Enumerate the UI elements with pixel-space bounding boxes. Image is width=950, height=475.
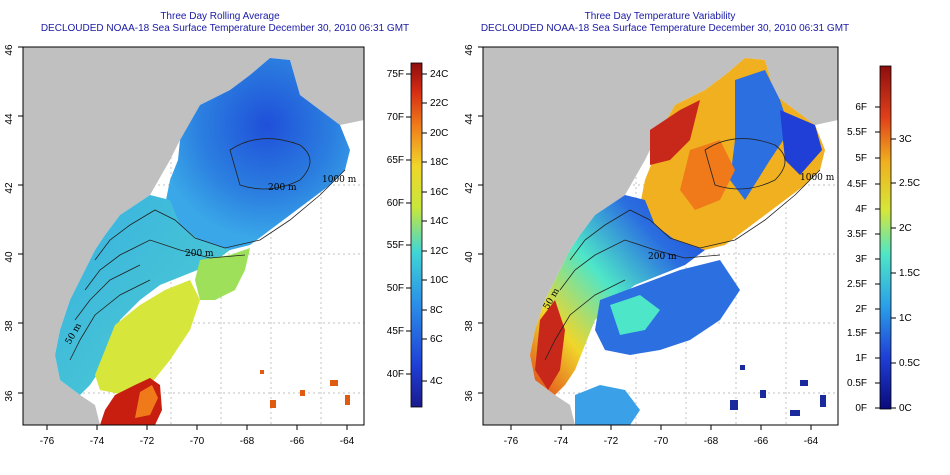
- right-colorbar-c-label: 0C: [899, 403, 912, 414]
- right-y-tick-label: 40: [464, 251, 475, 263]
- right-colorbar-f-label: 3F: [855, 254, 867, 265]
- left-y-axis: 46 44 42 40 38 36: [4, 44, 23, 402]
- left-colorbar-f-label: 60F: [387, 198, 404, 209]
- left-colorbar-f-label: 70F: [387, 112, 404, 123]
- right-colorbar: 6F 5.5F 5F 4.5F 4F 3.5F 3F 2.5F 2F 1.5F …: [847, 65, 920, 414]
- left-colorbar-f-label: 65F: [387, 155, 404, 166]
- left-colorbar-c-label: 22C: [430, 98, 448, 109]
- right-land: [483, 47, 838, 425]
- right-colorbar-f-label: 0.5F: [847, 378, 867, 389]
- right-x-tick-label: -74: [554, 436, 569, 447]
- right-colorbar-f-label: 5.5F: [847, 127, 867, 138]
- left-colorbar-c-label: 12C: [430, 246, 448, 257]
- left-y-tick-label: 36: [4, 390, 15, 402]
- right-y-tick-label: 38: [464, 320, 475, 332]
- left-panel-subtitle: DECLOUDED NOAA-18 Sea Surface Temperatur…: [40, 23, 410, 34]
- left-y-tick-label: 46: [4, 44, 15, 56]
- left-colorbar-f-label: 50F: [387, 283, 404, 294]
- right-y-axis: 46 44 42 40 38 36: [464, 44, 483, 402]
- right-colorbar-f-label: 1F: [855, 353, 867, 364]
- right-colorbar-c-label: 2.5C: [899, 178, 920, 189]
- right-x-tick-label: -68: [704, 436, 719, 447]
- left-colorbar-c-label: 16C: [430, 187, 448, 198]
- right-colorbar-f-label: 6F: [855, 102, 867, 113]
- right-panel-subtitle: DECLOUDED NOAA-18 Sea Surface Temperatur…: [480, 23, 850, 34]
- right-x-tick-label: -66: [754, 436, 769, 447]
- right-y-tick-label: 46: [464, 44, 475, 56]
- right-x-tick-label: -72: [604, 436, 619, 447]
- left-sst-shelf: [55, 195, 230, 395]
- left-colorbar-c-label: 8C: [430, 305, 443, 316]
- right-map: 200 m 1000 m 50 m: [482, 46, 839, 426]
- left-colorbar-f-label: 75F: [387, 69, 404, 80]
- right-panel-title: Three Day Temperature Variability: [584, 11, 736, 22]
- right-y-tick-label: 42: [464, 182, 475, 194]
- left-colorbar-f-label: 45F: [387, 326, 404, 337]
- right-colorbar-f-label: 4F: [855, 204, 867, 215]
- left-colorbar-f-label: 40F: [387, 369, 404, 380]
- left-colorbar-c-label: 10C: [430, 275, 448, 286]
- left-sst-warm-band: [95, 280, 200, 395]
- right-colorbar-f-label: 2.5F: [847, 279, 867, 290]
- right-colorbar-c-label: 3C: [899, 134, 912, 145]
- right-colorbar-c-label: 1.5C: [899, 268, 920, 279]
- right-x-tick-label: -76: [504, 436, 519, 447]
- left-colorbar-c-label: 18C: [430, 157, 448, 168]
- right-colorbar-f-label: 5F: [855, 153, 867, 164]
- right-x-tick-label: -70: [654, 436, 669, 447]
- left-x-tick-label: -72: [140, 436, 155, 447]
- left-y-tick-label: 42: [4, 182, 15, 194]
- left-x-axis: -76 -74 -72 -70 -68 -66 -64: [40, 425, 355, 447]
- left-x-tick-label: -64: [340, 436, 355, 447]
- left-contour-label-200m: 200 m: [185, 249, 214, 259]
- left-colorbar-c-label: 24C: [430, 69, 448, 80]
- left-map: 200 m 1000 m 50 m 200 m: [22, 46, 365, 426]
- left-x-tick-label: -70: [190, 436, 205, 447]
- left-y-tick-label: 38: [4, 320, 15, 332]
- left-y-tick-label: 40: [4, 251, 15, 263]
- right-colorbar-f-label: 1.5F: [847, 328, 867, 339]
- left-sst-gulf-of-maine: [165, 58, 350, 250]
- right-y-tick-label: 44: [464, 113, 475, 125]
- left-contour-label-200m-b: 200 m: [268, 183, 297, 193]
- right-colorbar-c-label: 1C: [899, 313, 912, 324]
- right-x-tick-label: -64: [804, 436, 819, 447]
- left-colorbar-c-label: 20C: [430, 128, 448, 139]
- right-colorbar-c-label: 0.5C: [899, 358, 920, 369]
- left-sst-slope: [195, 248, 250, 300]
- left-colorbar-c-label: 6C: [430, 334, 443, 345]
- left-sst-speckles: [260, 370, 350, 408]
- right-contour-label-1000m: 1000 m: [800, 173, 835, 183]
- right-colorbar-c-label: 2C: [899, 223, 912, 234]
- right-y-tick-label: 36: [464, 390, 475, 402]
- left-colorbar-f-label: 55F: [387, 240, 404, 251]
- right-x-axis: -76 -74 -72 -70 -68 -66 -64: [504, 425, 819, 447]
- left-colorbar-c-label: 14C: [430, 216, 448, 227]
- left-panel-title: Three Day Rolling Average: [160, 11, 280, 22]
- right-var-speckles: [730, 365, 826, 416]
- left-colorbar: 75F 70F 65F 60F 55F 50F 45F 40F 24C 22C …: [387, 62, 448, 408]
- left-x-tick-label: -66: [290, 436, 305, 447]
- right-contour-label-200m: 200 m: [648, 252, 677, 262]
- left-y-tick-label: 44: [4, 113, 15, 125]
- left-x-tick-label: -68: [240, 436, 255, 447]
- right-colorbar-f-label: 2F: [855, 304, 867, 315]
- left-contour-label-1000m: 1000 m: [322, 175, 357, 185]
- right-colorbar-f-label: 0F: [855, 403, 867, 414]
- right-colorbar-f-label: 4.5F: [847, 179, 867, 190]
- left-colorbar-c-label: 4C: [430, 376, 443, 387]
- left-land: [23, 47, 364, 425]
- left-x-tick-label: -76: [40, 436, 55, 447]
- left-x-tick-label: -74: [90, 436, 105, 447]
- right-colorbar-f-label: 3.5F: [847, 229, 867, 240]
